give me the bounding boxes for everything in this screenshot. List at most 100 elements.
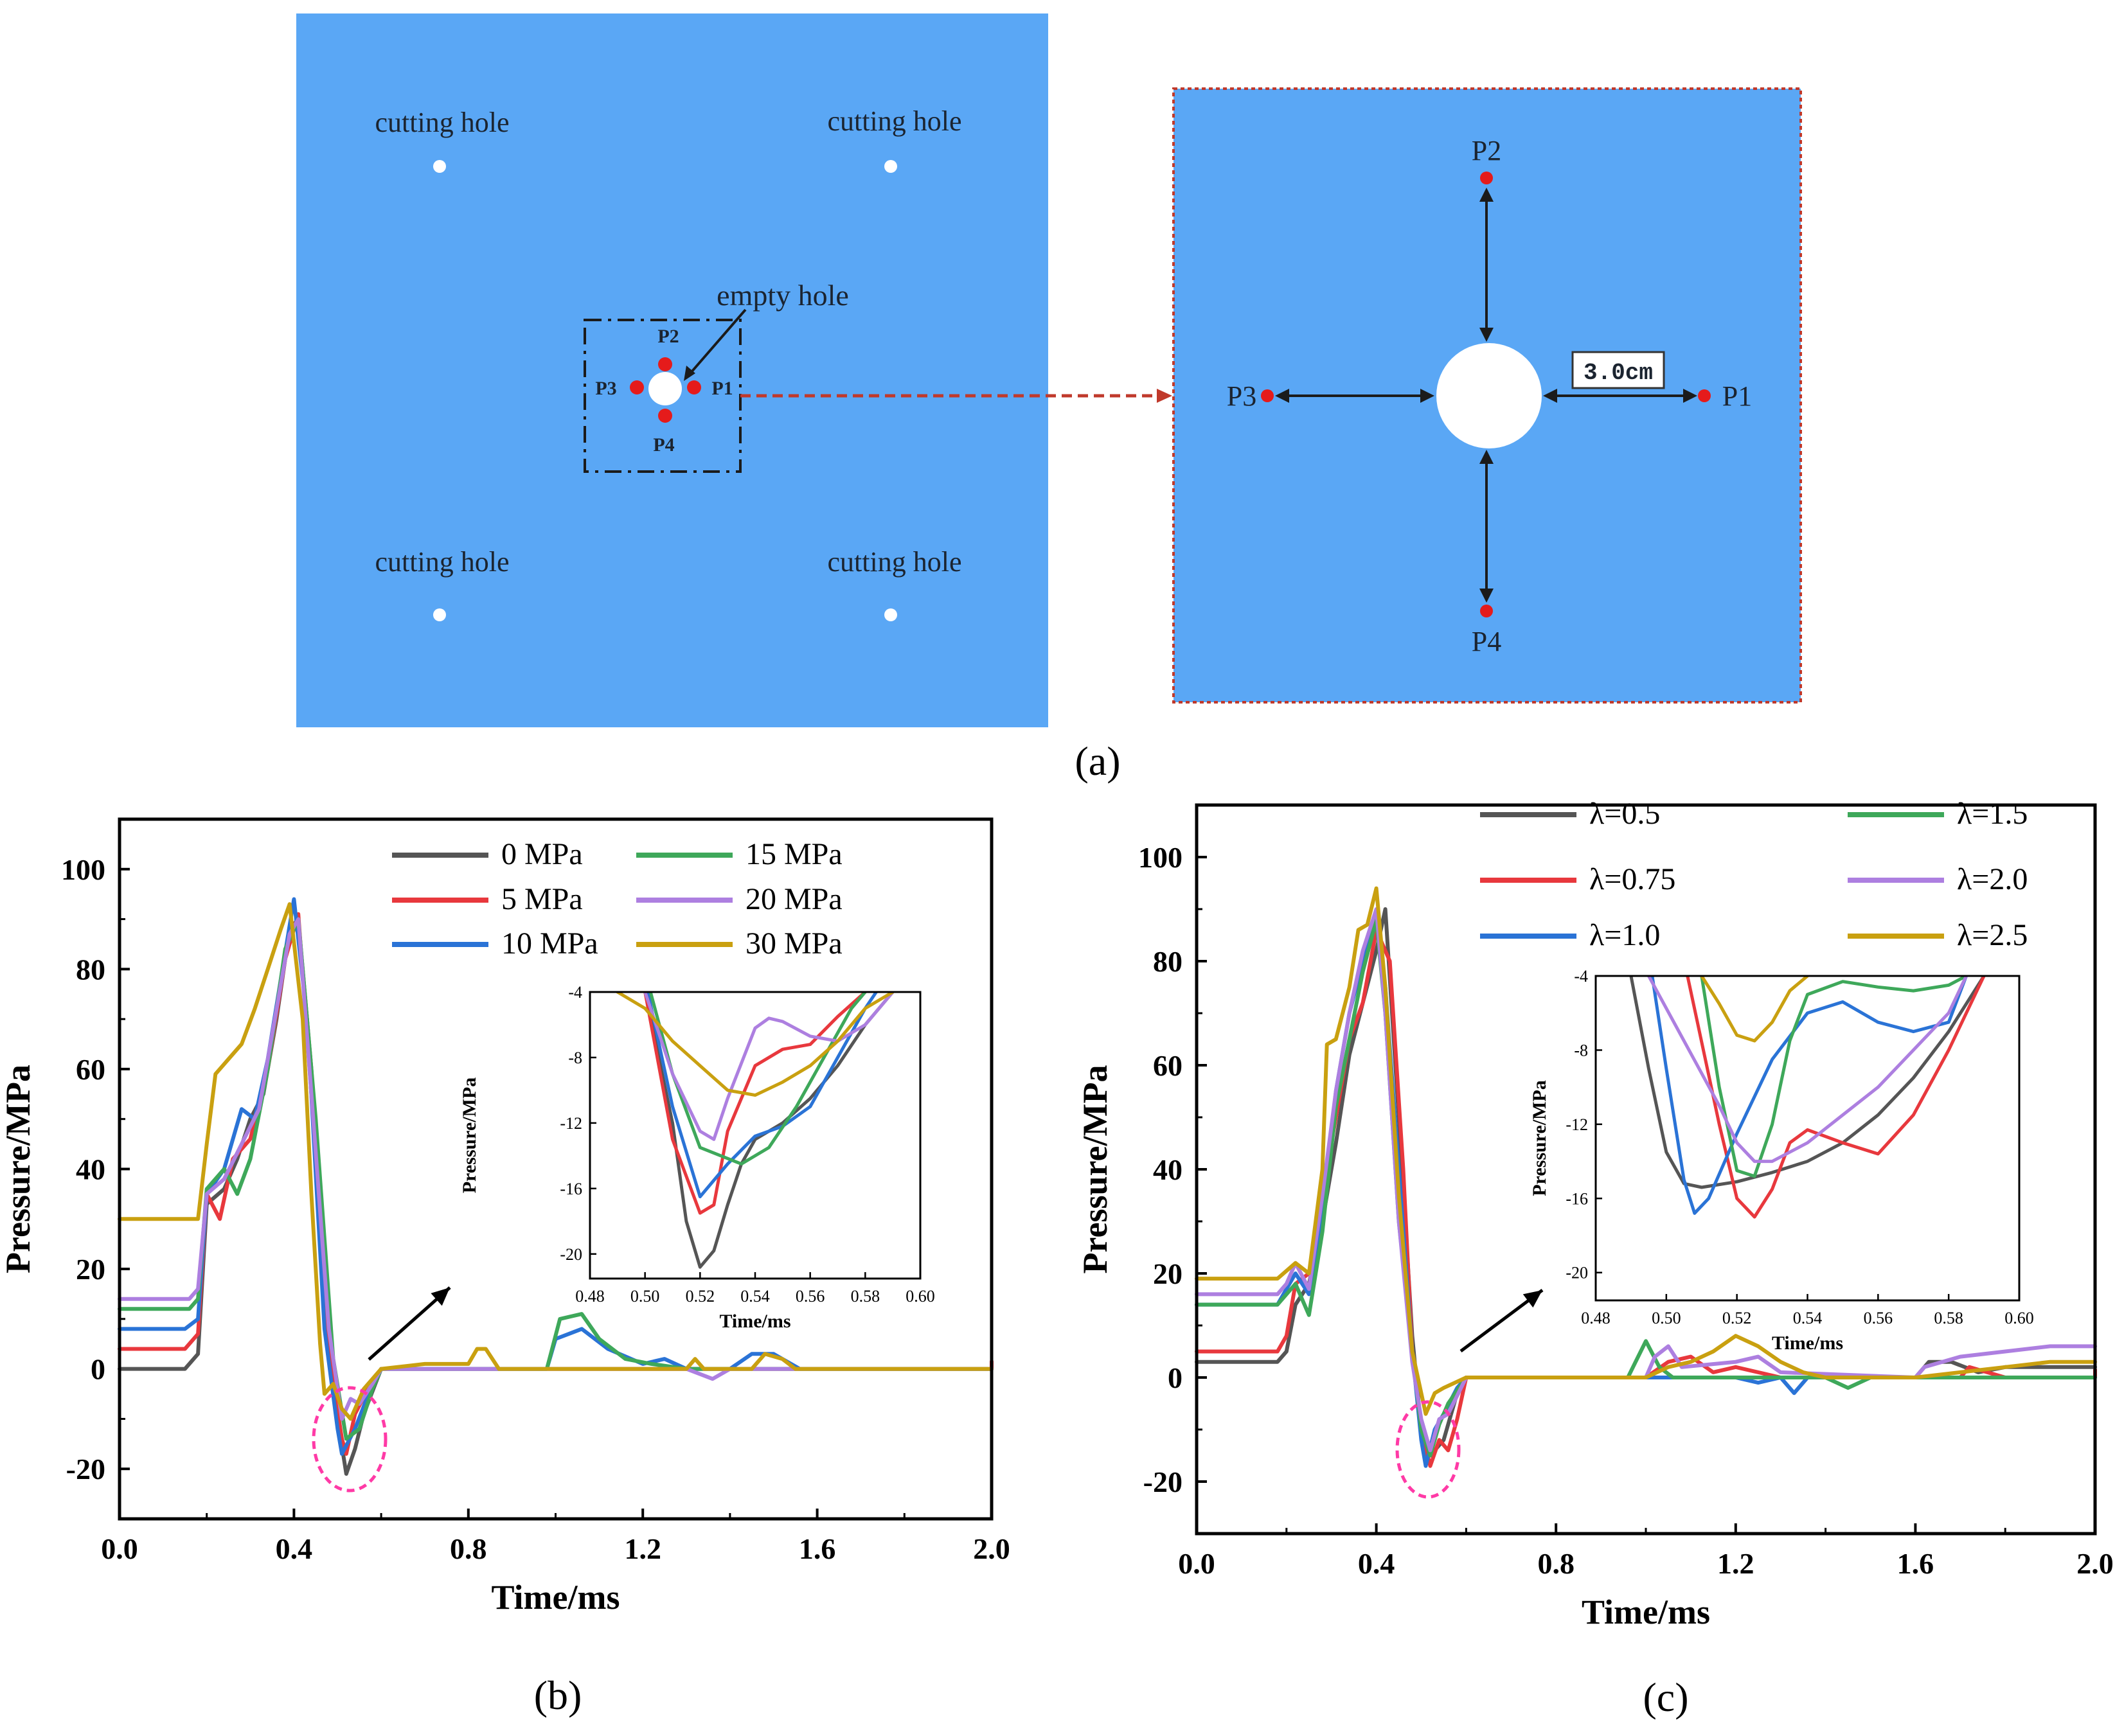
empty-hole [648,372,682,405]
b-xtick-label: 1.6 [799,1532,836,1565]
b-zoom-arrow-head [431,1288,450,1306]
c-ytick-label: 0 [1168,1361,1182,1394]
b-xtick-label: 2.0 [973,1532,1010,1565]
empty-hole-pointer-head [684,366,695,381]
c-ytick-label: 60 [1153,1049,1182,1082]
c-inset-xtick-label: 0.54 [1793,1309,1823,1327]
c-inset-xlabel: Time/ms [1772,1333,1843,1354]
c-xtick-label: 1.2 [1717,1547,1754,1580]
caption-a: (a) [1075,738,1120,784]
b-inset-ytick-label: -8 [568,1049,582,1067]
chart-b: 0.0 0.4 0.8 1.2 1.6 2.0 -20 0 20 40 60 80 100 Time/m… [0,817,1010,1718]
c-inset-xtick-label: 0.50 [1652,1309,1681,1327]
chart-b-trough-highlight [312,1386,388,1492]
c-inset-ytick-label: -16 [1566,1189,1588,1208]
b-inset-xtick-label: 0.60 [906,1287,935,1306]
cutting-hole-label-bottom-left: cutting hole [375,546,510,578]
b-inset-series-1 [643,992,867,1215]
c-inset-ytick-label: -20 [1566,1264,1588,1282]
c-inset-series-0 [1629,976,1986,1189]
chart-c: 0.0 0.4 0.8 1.2 1.6 2.0 -20 0 20 40 60 80 100 Time/m… [1076,797,2114,1720]
b-legend-label-2: 5 MPa [501,882,583,916]
empty-hole-label: empty hole [717,279,849,312]
c-inset-series-5 [1700,976,1809,1043]
b-ytick-label: 60 [76,1053,105,1086]
c-xtick-label: 2.0 [2076,1547,2114,1580]
b-inset-xlabel: Time/ms [719,1311,790,1332]
monitor-point-p3 [630,380,644,394]
c-xtick-label: 0.0 [1178,1547,1215,1580]
b-inset-ytick-label: -20 [560,1245,582,1264]
b-inset-ylabel: Pressure/MPa [459,1077,480,1194]
model-domain [296,13,1048,727]
p4-label: P4 [1472,626,1501,657]
b-xtick-label: 0.4 [276,1532,313,1565]
c-legend-label-4: λ=1.0 [1589,918,1660,952]
empty-hole-pointer [690,308,747,374]
c-inset-series-2 [1650,976,1968,1215]
b-ytick-label: 40 [76,1153,105,1186]
c-ytick-label: -20 [1143,1466,1182,1498]
b-legend-label-1: 15 MPa [745,837,843,871]
monitor-point-p4 [658,409,672,423]
chart-c-trough-highlight [1395,1400,1461,1499]
c-ytick-label: 20 [1153,1257,1182,1290]
b-inset-xtick-label: 0.54 [740,1287,770,1306]
b-zoom-arrow-line [368,1286,451,1361]
b-inset-xtick-label: 0.52 [686,1287,715,1306]
c-xtick-label: 0.8 [1537,1547,1575,1580]
chart-b-inset: 0.48 0.50 0.52 0.54 0.56 0.58 0.60 -20 -16 -12 -8 -… [459,983,935,1332]
b-legend-label-4: 10 MPa [501,926,598,961]
cutting-hole-top-right [884,160,897,173]
c-ytick-label: 100 [1138,841,1182,874]
chart-c-frame [1195,803,2097,1536]
b-xtick-label: 1.2 [624,1532,661,1565]
c-inset-xtick-label: 0.58 [1934,1309,1963,1327]
b-xtick-label: 0.8 [450,1532,487,1565]
b-inset-series-4 [643,992,895,1141]
caption-c: (c) [1643,1674,1688,1720]
cutting-hole-label-bottom-right: cutting hole [828,546,962,578]
b-inset-series-3 [648,992,867,1166]
chart-c-xlabel: Time/ms [1582,1593,1710,1631]
empty-hole-zoomed [1436,343,1542,448]
c-ytick-label: 40 [1153,1153,1182,1186]
c-series-5 [1195,886,2097,1416]
monitor-point-p1 [687,380,701,394]
b-inset-series [616,992,895,1269]
b-legend-label-3: 20 MPa [745,882,843,916]
chart-c-legend: λ=0.5 λ=1.5 λ=0.75 λ=2.0 λ=1.0 λ=2.5 [1480,797,2028,952]
b-inset-xtick-label: 0.50 [630,1287,660,1306]
b-xtick-label: 0.0 [101,1532,138,1565]
chart-b-zoom-arrow [368,1286,451,1361]
b-inset-xtick-label: 0.48 [575,1287,605,1306]
c-inset-series-4 [1646,976,1968,1164]
distance-label-box [1571,351,1665,389]
c-legend-label-2: λ=0.75 [1589,862,1675,896]
cutting-hole-bottom-left [433,608,446,621]
chart-b-xlabel: Time/ms [492,1578,620,1616]
p1-label-small: P1 [711,378,733,399]
c-inset-series-3 [1700,976,1968,1178]
p2-label-small: P2 [657,326,679,347]
chart-b-tick-labels: 0.0 0.4 0.8 1.2 1.6 2.0 -20 0 20 40 60 80 100 [61,853,1010,1565]
chart-b-legend: 0 MPa 15 MPa 5 MPa 20 MPa 10 MPa 30 MPa [392,837,843,961]
monitor-point-p2 [658,357,672,371]
b-inset-ytick-label: -4 [568,983,582,1002]
c-inset-ytick-label: -12 [1566,1115,1588,1134]
c-inset-xtick-label: 0.52 [1722,1309,1752,1327]
b-ytick-label: 0 [91,1353,105,1386]
monitor-point-p1-zoomed [1698,389,1711,402]
b-inset-xtick-label: 0.58 [851,1287,880,1306]
p1-label: P1 [1722,380,1752,412]
caption-b: (b) [534,1672,582,1718]
c-xtick-label: 1.6 [1897,1547,1934,1580]
c-legend-label-3: λ=2.0 [1957,862,2028,896]
c-inset-ylabel: Pressure/MPa [1529,1080,1550,1196]
zoom-connector-arrowhead [1157,389,1172,403]
monitor-point-p3-zoomed [1261,389,1274,402]
chart-b-series [118,897,994,1476]
cutting-hole-bottom-right [884,608,897,621]
monitor-point-p2-zoomed [1480,172,1493,184]
